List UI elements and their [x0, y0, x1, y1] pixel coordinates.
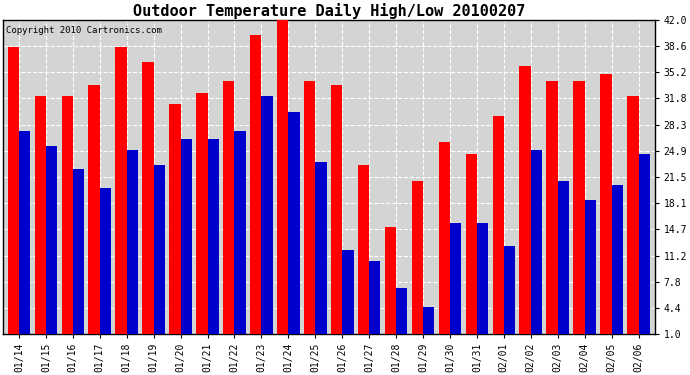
- Bar: [262, 96, 273, 342]
- Bar: [154, 165, 165, 342]
- Bar: [385, 226, 396, 342]
- Bar: [19, 131, 30, 342]
- Bar: [115, 47, 127, 342]
- Bar: [88, 85, 100, 342]
- Bar: [61, 96, 73, 342]
- Bar: [181, 139, 192, 342]
- Bar: [250, 35, 262, 342]
- Bar: [546, 81, 558, 342]
- Bar: [520, 66, 531, 342]
- Bar: [223, 81, 235, 342]
- Bar: [235, 131, 246, 342]
- Bar: [466, 154, 477, 342]
- Bar: [169, 104, 181, 342]
- Bar: [477, 223, 489, 342]
- Bar: [611, 184, 623, 342]
- Bar: [423, 307, 434, 342]
- Bar: [331, 85, 342, 342]
- Bar: [100, 188, 111, 342]
- Bar: [315, 162, 326, 342]
- Bar: [627, 96, 638, 342]
- Bar: [288, 112, 299, 342]
- Bar: [412, 181, 423, 342]
- Title: Outdoor Temperature Daily High/Low 20100207: Outdoor Temperature Daily High/Low 20100…: [132, 3, 525, 19]
- Bar: [558, 181, 569, 342]
- Bar: [531, 150, 542, 342]
- Bar: [584, 200, 596, 342]
- Bar: [369, 261, 380, 342]
- Text: Copyright 2010 Cartronics.com: Copyright 2010 Cartronics.com: [6, 26, 162, 35]
- Bar: [573, 81, 584, 342]
- Bar: [396, 288, 407, 342]
- Bar: [358, 165, 369, 342]
- Bar: [450, 223, 462, 342]
- Bar: [638, 154, 650, 342]
- Bar: [342, 250, 353, 342]
- Bar: [304, 81, 315, 342]
- Bar: [46, 146, 57, 342]
- Bar: [73, 169, 84, 342]
- Bar: [208, 139, 219, 342]
- Bar: [439, 142, 450, 342]
- Bar: [504, 246, 515, 342]
- Bar: [8, 47, 19, 342]
- Bar: [127, 150, 138, 342]
- Bar: [34, 96, 46, 342]
- Bar: [600, 74, 611, 342]
- Bar: [493, 116, 504, 342]
- Bar: [277, 20, 288, 342]
- Bar: [196, 93, 208, 342]
- Bar: [142, 62, 154, 342]
